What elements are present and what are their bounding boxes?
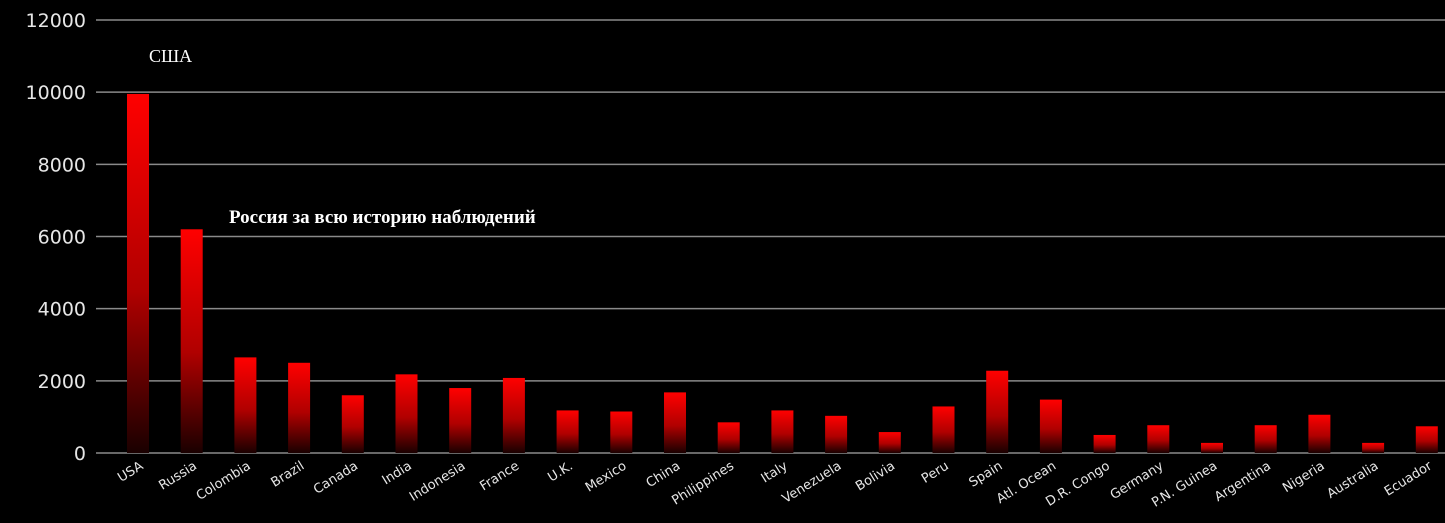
- y-tick-label: 0: [74, 443, 86, 465]
- y-tick-label: 10000: [26, 82, 86, 104]
- bar-russia: [181, 229, 203, 453]
- x-tick-label: Indonesia: [407, 459, 468, 505]
- bar-indonesia: [449, 388, 471, 453]
- y-tick-label: 6000: [38, 227, 86, 249]
- x-tick-label: France: [477, 459, 522, 495]
- y-tick-label: 12000: [26, 10, 86, 32]
- x-tick-label: Ecuador: [1382, 458, 1436, 499]
- bar-china: [664, 392, 686, 453]
- bar-d-r-congo: [1094, 435, 1116, 453]
- x-tick-label: Russia: [156, 459, 199, 494]
- bar-peru: [933, 406, 955, 453]
- bar-brazil: [288, 363, 310, 453]
- bar-mexico: [610, 412, 632, 453]
- y-axis-tick-labels: 0 2000 4000 6000 8000 10000 12000: [26, 10, 86, 465]
- x-tick-label: Canada: [311, 459, 361, 498]
- x-tick-label: Venezuela: [780, 459, 845, 507]
- bar-atl-ocean: [1040, 400, 1062, 453]
- x-tick-label: Peru: [919, 459, 952, 487]
- bar-nigeria: [1308, 415, 1330, 453]
- bar-australia: [1362, 443, 1384, 453]
- x-tick-label: Italy: [759, 459, 791, 487]
- bar-p-n-guinea: [1201, 443, 1223, 453]
- x-tick-label: Bolivia: [853, 459, 898, 495]
- annotation-usa: США: [149, 46, 192, 66]
- bar-philippines: [718, 422, 740, 453]
- x-tick-label: Argentina: [1212, 459, 1274, 505]
- bar-ecuador: [1416, 426, 1438, 453]
- bar-spain: [986, 371, 1008, 453]
- bar-usa: [127, 94, 149, 453]
- y-tick-label: 4000: [38, 299, 86, 321]
- bar-u-k: [557, 410, 579, 453]
- bar-bolivia: [879, 432, 901, 453]
- y-tick-label: 8000: [38, 154, 86, 176]
- bar-venezuela: [825, 416, 847, 453]
- x-tick-label: Brazil: [269, 459, 308, 491]
- bar-argentina: [1255, 425, 1277, 453]
- x-tick-label: Spain: [967, 459, 1006, 491]
- x-tick-label: Mexico: [583, 459, 629, 496]
- bar-colombia: [234, 357, 256, 453]
- y-tick-label: 2000: [38, 371, 86, 393]
- x-tick-label: Nigeria: [1280, 459, 1327, 496]
- x-tick-label: Australia: [1324, 459, 1381, 502]
- bar-canada: [342, 395, 364, 453]
- bar-germany: [1147, 425, 1169, 453]
- bars: [127, 94, 1438, 453]
- x-tick-label: USA: [115, 459, 146, 486]
- x-tick-label: U.K.: [545, 459, 575, 486]
- annotation-russia: Россия за всю историю наблюдений: [229, 207, 536, 228]
- x-tick-label: India: [380, 459, 415, 489]
- bar-france: [503, 378, 525, 453]
- x-tick-label: Colombia: [194, 459, 254, 504]
- bar-italy: [771, 410, 793, 453]
- bar-india: [396, 374, 418, 453]
- x-tick-label: China: [644, 459, 683, 491]
